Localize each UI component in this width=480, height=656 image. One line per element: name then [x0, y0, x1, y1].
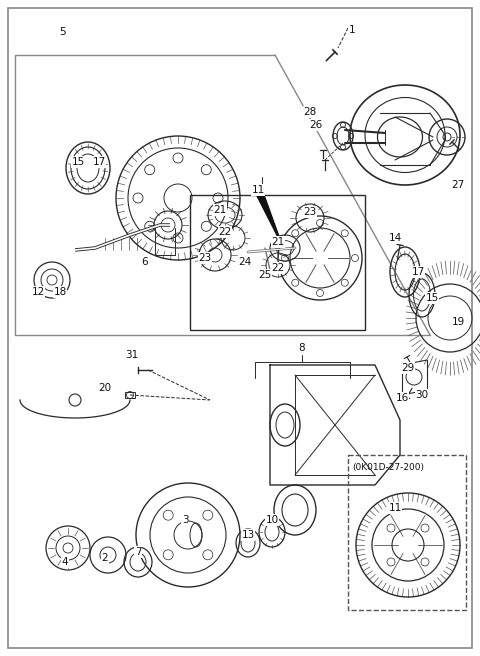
Text: 10: 10	[265, 515, 278, 525]
Text: 13: 13	[241, 530, 254, 540]
Text: 22: 22	[271, 263, 285, 273]
Text: 14: 14	[388, 233, 402, 243]
Text: 15: 15	[72, 157, 84, 167]
Text: 23: 23	[303, 207, 317, 217]
Text: 20: 20	[98, 383, 111, 393]
Text: 30: 30	[415, 390, 429, 400]
Bar	[190, 195, 365, 330]
Text: 6: 6	[142, 257, 148, 267]
Text: 31: 31	[125, 350, 139, 360]
Text: 5: 5	[59, 27, 65, 37]
Text: 8: 8	[299, 343, 305, 353]
Text: 24: 24	[239, 257, 252, 267]
Text: 23: 23	[198, 253, 212, 263]
Text: 12: 12	[31, 287, 45, 297]
Text: 22: 22	[218, 227, 232, 237]
Text: 25: 25	[258, 270, 272, 280]
Text: 21: 21	[214, 205, 227, 215]
Text: 3: 3	[182, 515, 188, 525]
Text: 26: 26	[310, 120, 323, 130]
Text: 11: 11	[252, 185, 264, 195]
Text: 4: 4	[62, 557, 68, 567]
Text: 7: 7	[135, 547, 141, 557]
Text: 19: 19	[451, 317, 465, 327]
Text: 18: 18	[53, 287, 67, 297]
Bar	[125, 392, 135, 398]
Text: 29: 29	[401, 363, 415, 373]
Text: 15: 15	[425, 293, 439, 303]
Text: 2: 2	[102, 553, 108, 563]
Text: 1: 1	[348, 25, 355, 35]
Text: 17: 17	[411, 267, 425, 277]
Bar	[348, 455, 466, 610]
Text: 16: 16	[396, 393, 408, 403]
Text: 11: 11	[388, 503, 402, 513]
Text: (0K01D-27-200): (0K01D-27-200)	[352, 463, 424, 472]
Text: 17: 17	[92, 157, 106, 167]
Text: 28: 28	[303, 107, 317, 117]
Polygon shape	[254, 190, 282, 245]
Text: 27: 27	[451, 180, 465, 190]
Text: 21: 21	[271, 237, 285, 247]
